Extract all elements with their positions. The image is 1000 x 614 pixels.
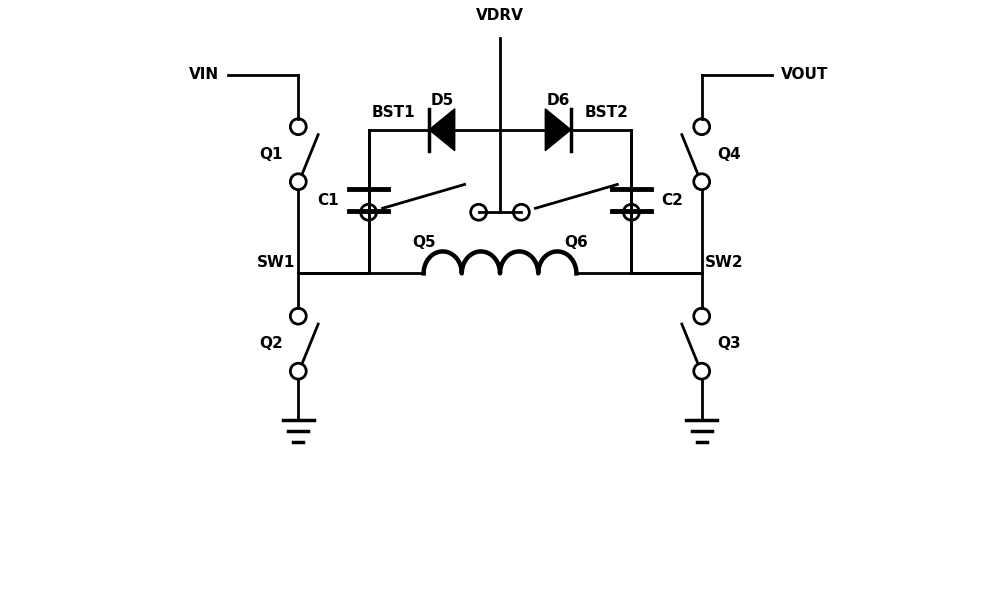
Text: SW2: SW2 [705, 255, 743, 270]
Text: Q2: Q2 [259, 336, 283, 351]
Text: C1: C1 [318, 193, 339, 208]
Text: Q1: Q1 [260, 147, 283, 161]
Text: Q5: Q5 [412, 235, 435, 251]
Text: D5: D5 [430, 93, 454, 108]
Polygon shape [429, 109, 455, 150]
Polygon shape [545, 109, 571, 150]
Text: SW1: SW1 [257, 255, 295, 270]
Text: C2: C2 [661, 193, 683, 208]
Text: Q6: Q6 [565, 235, 588, 251]
Text: D6: D6 [546, 93, 570, 108]
Text: VIN: VIN [189, 68, 219, 82]
Text: BST1: BST1 [372, 105, 415, 120]
Text: VDRV: VDRV [476, 8, 524, 23]
Text: Q3: Q3 [717, 336, 741, 351]
Text: Q4: Q4 [717, 147, 741, 161]
Text: VOUT: VOUT [781, 68, 829, 82]
Text: BST2: BST2 [584, 105, 628, 120]
